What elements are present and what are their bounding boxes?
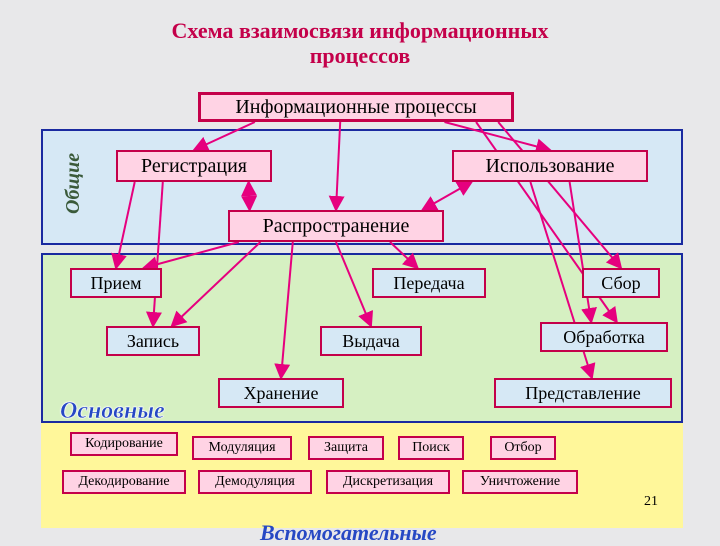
node-destruction: Уничтожение (462, 470, 578, 494)
node-registration: Регистрация (116, 150, 272, 182)
node-processing: Обработка (540, 322, 668, 352)
node-representation: Представление (494, 378, 672, 408)
node-dissemination: Распространение (228, 210, 444, 242)
node-usage: Использование (452, 150, 648, 182)
section-auxiliary-label: Вспомогательные (260, 520, 437, 546)
node-decoding: Декодирование (62, 470, 186, 494)
node-demodulation: Демодуляция (198, 470, 312, 494)
node-output: Выдача (320, 326, 422, 356)
node-collection: Сбор (582, 268, 660, 298)
diagram-title: Схема взаимосвязи информационных процесс… (90, 18, 630, 69)
node-reception: Прием (70, 268, 162, 298)
section-main-label: Основные (60, 398, 165, 425)
node-coding: Кодирование (70, 432, 178, 456)
node-storage: Хранение (218, 378, 344, 408)
node-selection: Отбор (490, 436, 556, 460)
node-transfer: Передача (372, 268, 486, 298)
section-general-label: Общие (62, 153, 85, 214)
node-protection: Защита (308, 436, 384, 460)
node-root: Информационные процессы (198, 92, 514, 122)
node-record: Запись (106, 326, 200, 356)
node-modulation: Модуляция (192, 436, 292, 460)
node-discretization: Дискретизация (326, 470, 450, 494)
page-number: 21 (644, 494, 658, 510)
diagram-canvas: Схема взаимосвязи информационных процесс… (0, 0, 720, 540)
title-line-1: Схема взаимосвязи информационных (172, 18, 549, 43)
node-search: Поиск (398, 436, 464, 460)
title-line-2: процессов (310, 43, 410, 68)
